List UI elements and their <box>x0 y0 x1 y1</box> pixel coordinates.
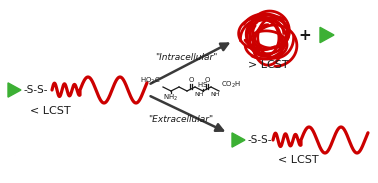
Text: O: O <box>204 77 210 83</box>
Text: > LCST: > LCST <box>248 60 288 70</box>
Text: -S-S-: -S-S- <box>247 135 271 145</box>
Polygon shape <box>232 133 245 147</box>
Text: $\mathregular{HO_2C}$: $\mathregular{HO_2C}$ <box>140 76 161 86</box>
Text: O: O <box>188 77 194 83</box>
Text: $\mathregular{NH_2}$: $\mathregular{NH_2}$ <box>163 93 179 103</box>
Text: NH: NH <box>210 92 220 97</box>
Text: < LCST: < LCST <box>278 155 318 165</box>
Text: $\mathregular{HS}$: $\mathregular{HS}$ <box>197 80 209 89</box>
Text: -S-S-: -S-S- <box>23 85 48 95</box>
Polygon shape <box>320 27 334 43</box>
Text: NH: NH <box>194 92 204 97</box>
Polygon shape <box>8 83 21 97</box>
Text: < LCST: < LCST <box>30 106 70 116</box>
Text: "Extracellular": "Extracellular" <box>148 115 213 124</box>
Text: $\mathregular{CO_2H}$: $\mathregular{CO_2H}$ <box>221 80 241 90</box>
Text: "Intracellular": "Intracellular" <box>155 53 217 61</box>
Text: +: + <box>299 27 311 42</box>
